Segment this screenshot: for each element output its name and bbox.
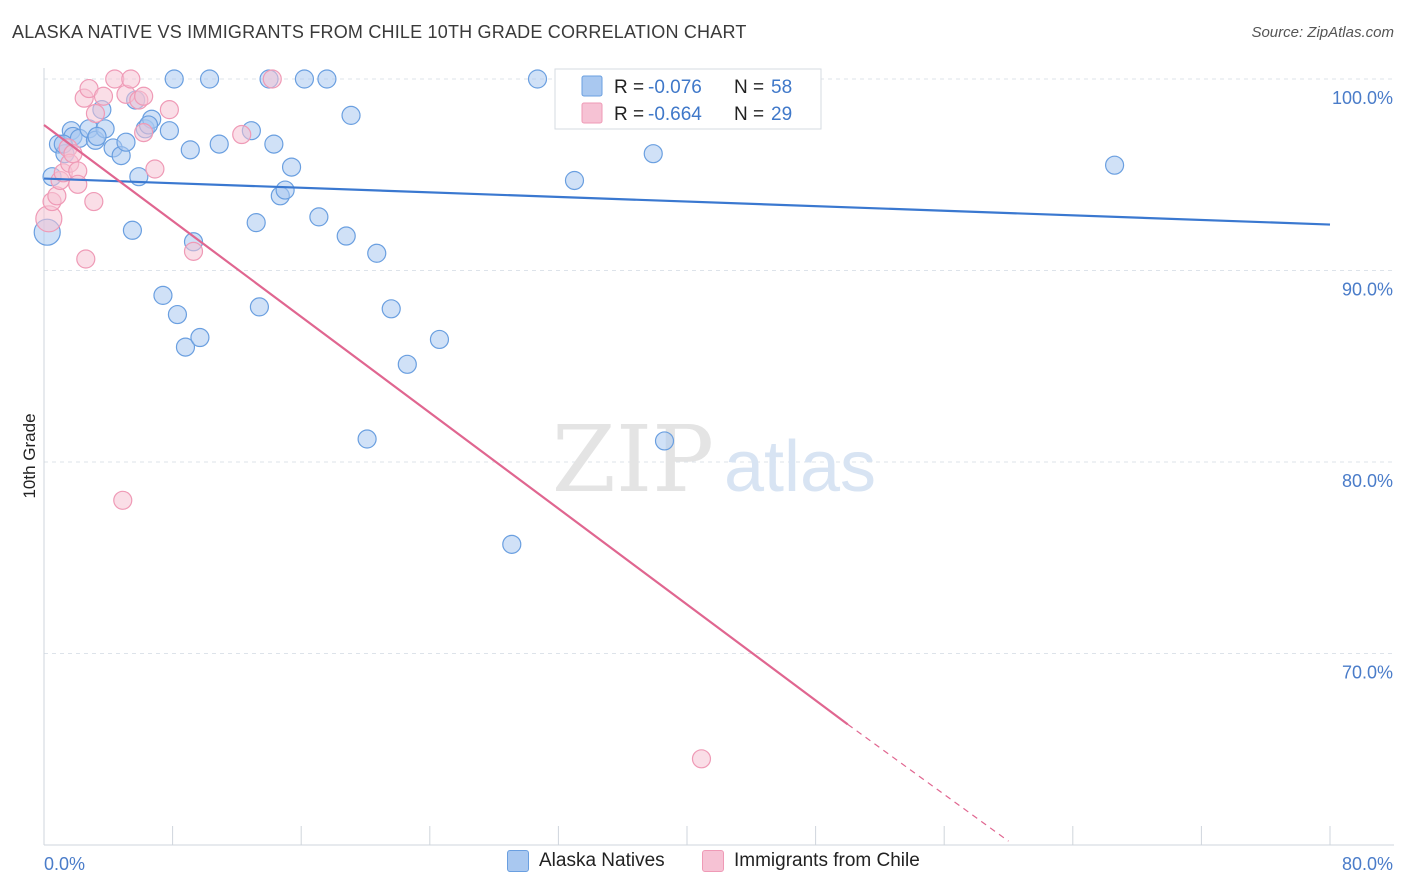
watermark: ZIP atlas (552, 406, 876, 513)
trend-line-alaska-natives (43, 177, 1331, 226)
legend-r-label-2: R = (614, 104, 644, 125)
source-label: Source: ZipAtlas.com (1251, 24, 1394, 41)
y-tick-label-70: 70.0% (1342, 663, 1393, 683)
point-immigrants-from-chile (134, 123, 154, 143)
point-immigrants-from-chile (76, 249, 96, 269)
legend-swatch-blue (581, 75, 603, 97)
point-alaska-natives (429, 329, 450, 350)
point-alaska-natives (294, 69, 315, 89)
point-alaska-natives (281, 157, 302, 177)
series-immigrants-from-chile (35, 69, 712, 769)
point-alaska-natives (249, 297, 270, 317)
legend-r-value-1: -0.076 (648, 77, 702, 98)
legend-swatch-immigrants-from-chile (702, 850, 724, 872)
point-alaska-natives (153, 285, 173, 305)
watermark-atlas: atlas (724, 427, 876, 507)
correlation-legend: R = -0.076 N = 58 R = -0.664 N = 29 (554, 68, 822, 130)
legend-item-immigrants-from-chile: Immigrants from Chile (702, 850, 920, 872)
point-alaska-natives (116, 132, 136, 152)
watermark-zip: ZIP (552, 406, 714, 513)
trend-line-immigrants-from-chile (43, 124, 849, 726)
point-immigrants-from-chile (134, 86, 154, 106)
legend-r-label-1: R = (614, 77, 644, 98)
trend-lines (43, 124, 1331, 842)
point-alaska-natives (367, 243, 387, 263)
legend-n-label-2: N = (734, 104, 764, 125)
point-immigrants-from-chile (105, 69, 125, 89)
y-tick-label-80: 80.0% (1342, 471, 1393, 491)
point-alaska-natives (341, 105, 361, 125)
legend-label-alaska-natives: Alaska Natives (539, 850, 665, 871)
point-alaska-natives (357, 429, 377, 449)
y-tick-label-90: 90.0% (1342, 280, 1393, 300)
point-immigrants-from-chile (84, 191, 104, 212)
point-immigrants-from-chile (113, 490, 133, 510)
point-alaska-natives (159, 121, 179, 141)
x-tick-label-min: 0.0% (44, 854, 85, 874)
point-immigrants-from-chile (121, 69, 141, 89)
point-alaska-natives (397, 354, 417, 374)
point-immigrants-from-chile (85, 103, 106, 124)
point-alaska-natives (317, 69, 337, 89)
point-alaska-natives (199, 69, 220, 89)
axes (43, 68, 1394, 846)
point-alaska-natives (167, 304, 188, 325)
point-alaska-natives (309, 207, 329, 227)
point-alaska-natives (336, 226, 356, 246)
point-alaska-natives (180, 140, 200, 160)
point-immigrants-from-chile (159, 100, 179, 120)
point-alaska-natives (246, 213, 266, 233)
point-alaska-natives (164, 69, 184, 89)
series-legend: Alaska Natives Immigrants from Chile (0, 850, 1406, 880)
legend-label-immigrants-from-chile: Immigrants from Chile (734, 850, 920, 871)
legend-n-value-2: 29 (771, 104, 792, 125)
legend-n-value-1: 58 (771, 77, 792, 98)
point-immigrants-from-chile (691, 749, 712, 769)
point-alaska-natives (1104, 155, 1125, 175)
legend-item-alaska-natives: Alaska Natives (507, 850, 665, 872)
legend-swatch-alaska-natives (507, 850, 529, 872)
point-alaska-natives (275, 180, 295, 200)
y-axis-title: 10th Grade (20, 413, 39, 498)
chart-title: ALASKA NATIVE VS IMMIGRANTS FROM CHILE 1… (12, 22, 747, 42)
point-alaska-natives (643, 144, 663, 164)
point-immigrants-from-chile (183, 241, 204, 261)
legend-swatch-pink (581, 102, 603, 124)
point-immigrants-from-chile (145, 159, 165, 179)
point-immigrants-from-chile (68, 174, 88, 194)
point-immigrants-from-chile (93, 86, 114, 106)
grid-lines (44, 78, 1394, 654)
point-alaska-natives (175, 337, 196, 357)
legend-r-value-2: -0.664 (648, 104, 702, 125)
x-tick-labels: 0.0% 80.0% (44, 854, 1393, 874)
point-immigrants-from-chile (262, 69, 282, 89)
point-alaska-natives (654, 431, 675, 451)
point-alaska-natives (381, 299, 401, 319)
legend-n-label-1: N = (734, 77, 764, 98)
point-immigrants-from-chile (232, 124, 252, 145)
point-alaska-natives (527, 69, 548, 89)
point-alaska-natives (190, 327, 210, 348)
point-alaska-natives (122, 220, 143, 240)
x-tick-label-max: 80.0% (1342, 854, 1393, 874)
point-alaska-natives (564, 170, 585, 191)
y-tick-label-100: 100.0% (1332, 88, 1393, 108)
point-alaska-natives (209, 134, 229, 154)
point-alaska-natives (502, 534, 522, 554)
trend-line-extension-immigrants-from-chile (847, 723, 1009, 842)
point-alaska-natives (264, 134, 284, 154)
y-tick-labels: 100.0% 90.0% 80.0% 70.0% (1332, 88, 1393, 683)
point-alaska-natives (87, 126, 107, 147)
